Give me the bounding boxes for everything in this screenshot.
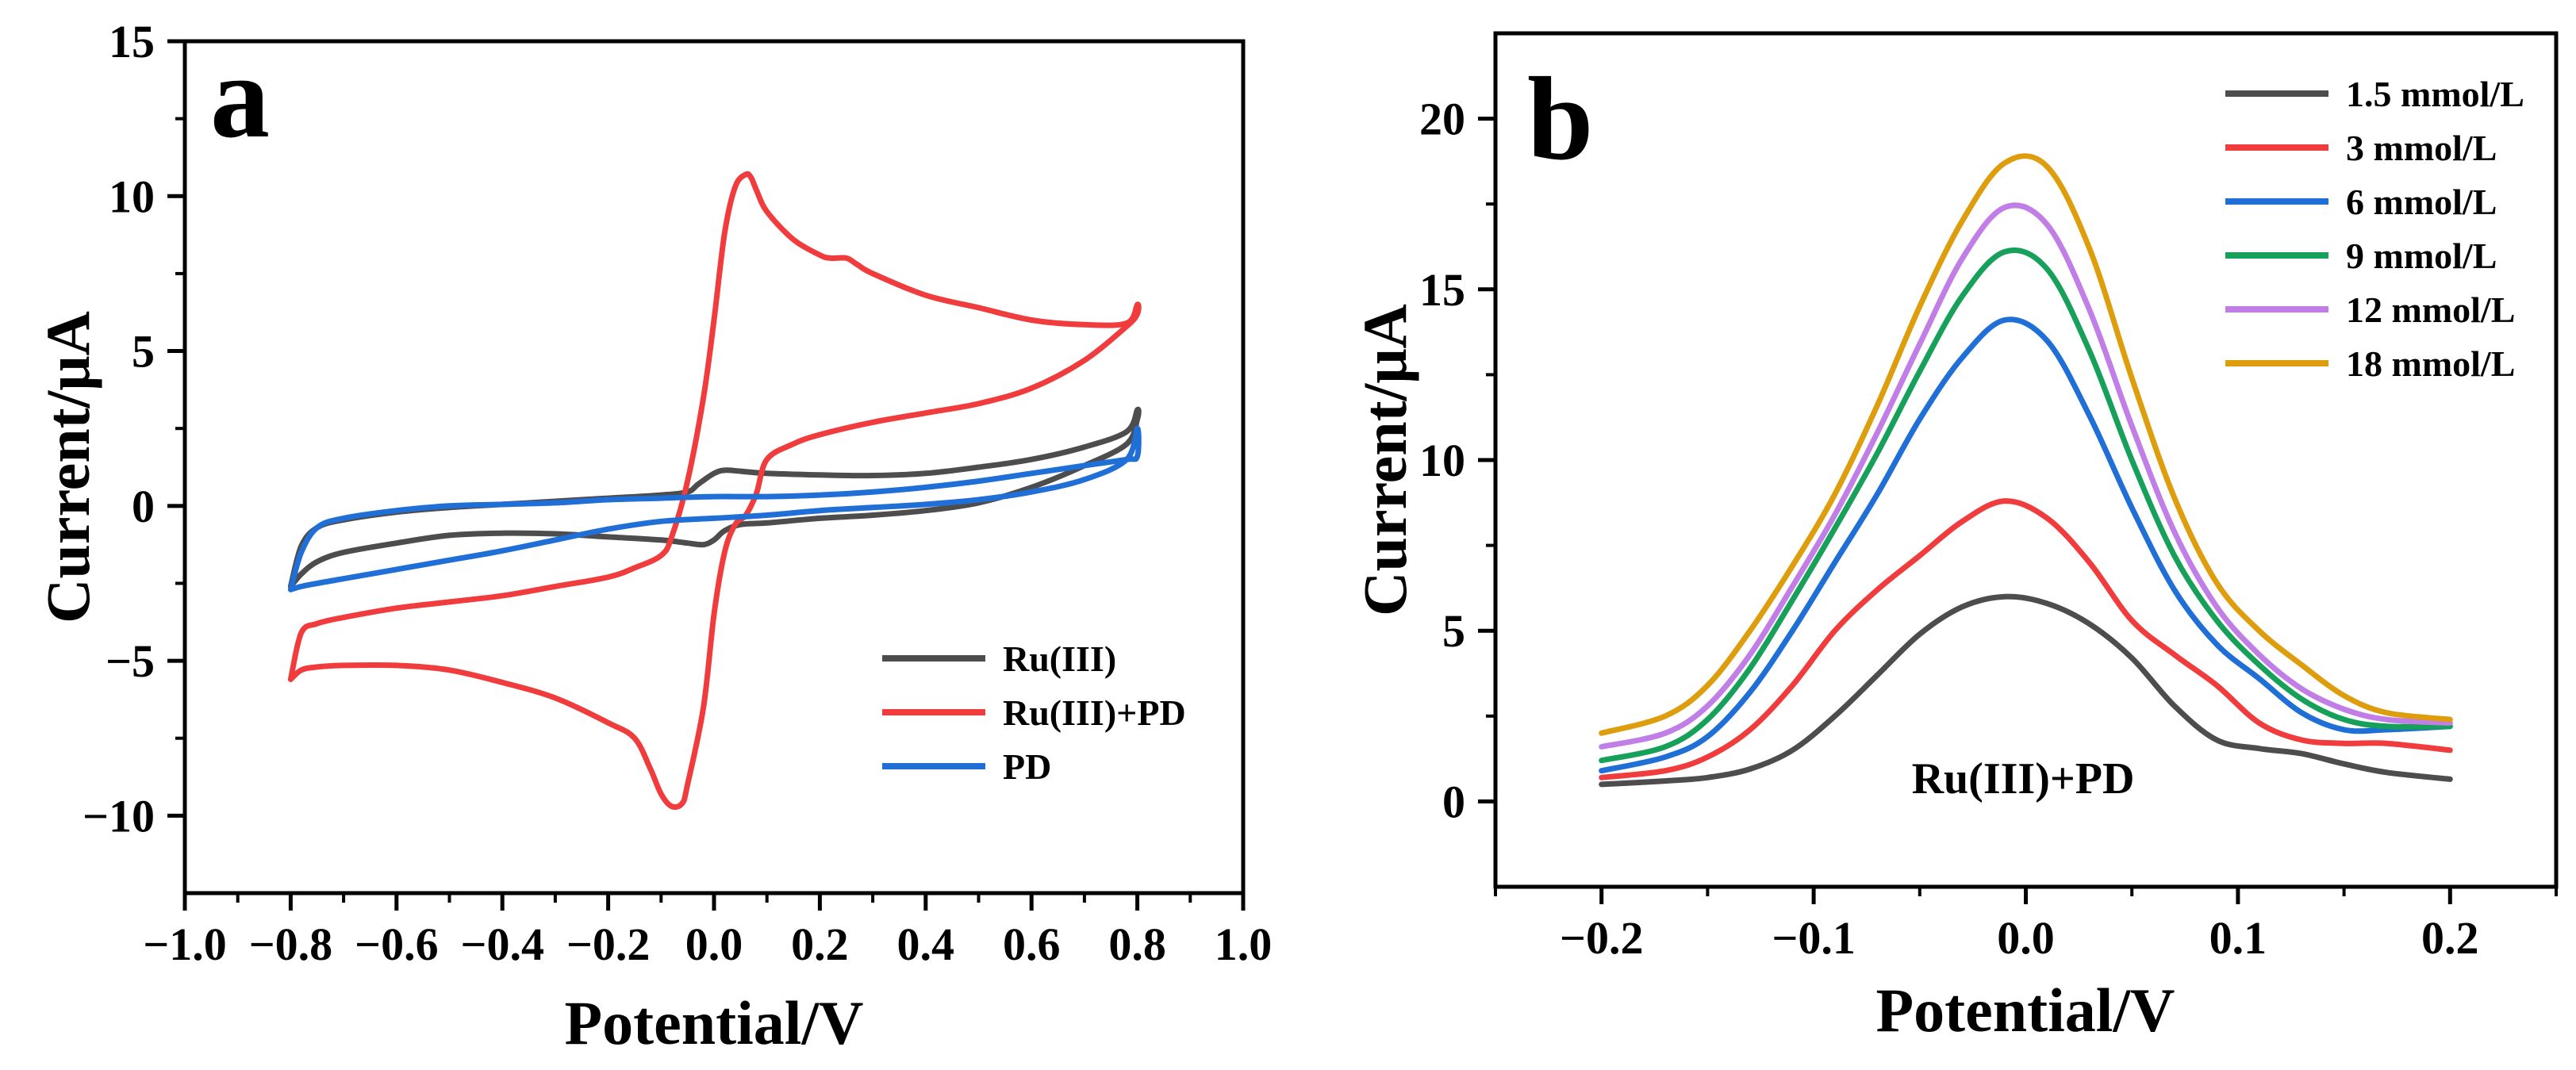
x-tick-label: 0.0 <box>685 919 743 970</box>
x-tick-label: 0.2 <box>2421 912 2479 964</box>
x-tick-label: −0.4 <box>460 919 544 970</box>
panel-a-x-axis-label: Potential/V <box>565 988 864 1057</box>
legend-label: Ru(III) <box>1003 639 1116 679</box>
panel-a-y-axis-label: Current/μA <box>33 311 102 623</box>
panel-a-y-ticks: −10 −5 0 5 10 15 <box>83 16 185 842</box>
legend-label: PD <box>1003 746 1051 787</box>
y-tick-label: 10 <box>109 171 155 222</box>
x-tick-label: −0.2 <box>1560 912 1644 964</box>
y-tick-label: 20 <box>1419 94 1465 145</box>
y-tick-label: 5 <box>1442 605 1465 657</box>
legend-label: 18 mmol/L <box>2346 343 2515 384</box>
panel-a-legend: Ru(III) Ru(III)+PD PD <box>882 639 1186 787</box>
x-tick-label: −0.8 <box>249 919 333 970</box>
x-tick-label: 0.4 <box>897 919 955 970</box>
series-line-b-1 <box>1599 498 2453 780</box>
y-tick-label: 0 <box>132 481 155 532</box>
y-tick-label: 5 <box>132 326 155 378</box>
x-tick-label: 1.0 <box>1215 919 1273 970</box>
panel-a-chart: −1.0 −0.8 −0.6 −0.4 −0.2 0.0 0.2 0.4 0.6 0.8 1.0 −… <box>33 16 1272 1057</box>
y-tick-label: 10 <box>1419 435 1465 486</box>
y-tick-label: 15 <box>109 16 155 67</box>
y-tick-label: −10 <box>83 790 155 842</box>
panel-b-annotation: Ru(III)+PD <box>1912 754 2135 803</box>
panel-b-legend: 1.5 mmol/L 3 mmol/L 6 mmol/L 9 mmol/L 12 mmo… <box>2225 74 2524 384</box>
y-tick-label: 0 <box>1442 776 1465 827</box>
legend-label: 12 mmol/L <box>2346 290 2515 330</box>
x-tick-label: 0.1 <box>2209 912 2267 964</box>
x-tick-label: 0.8 <box>1108 919 1166 970</box>
panel-b-letter: b <box>1527 53 1593 185</box>
x-tick-label: 0.0 <box>1997 912 2055 964</box>
legend-label: 1.5 mmol/L <box>2346 74 2524 114</box>
y-tick-label: 15 <box>1419 264 1465 316</box>
series-line-a-1 <box>287 171 1142 810</box>
x-tick-label: 0.2 <box>791 919 849 970</box>
panel-b-chart: −0.2 −0.1 0.0 0.1 0.2 0 5 10 15 20 b Potential/V… <box>1350 31 2559 1045</box>
panel-a-plot-lines <box>287 171 1142 810</box>
series-line-b-4 <box>1599 202 2453 750</box>
x-tick-label: −0.1 <box>1772 912 1856 964</box>
panel-b-x-ticks: −0.2 −0.1 0.0 0.1 0.2 <box>1494 887 2558 964</box>
series-line-b-5 <box>1599 153 2453 736</box>
panel-b-x-axis-label: Potential/V <box>1876 976 2175 1045</box>
series-line-b-3 <box>1599 247 2453 764</box>
series-line-a-2 <box>287 425 1142 593</box>
x-tick-label: −0.2 <box>566 919 651 970</box>
panel-a-letter: a <box>210 31 270 163</box>
legend-label: 3 mmol/L <box>2346 128 2497 168</box>
x-tick-label: −1.0 <box>143 919 227 970</box>
series-line-b-0 <box>1599 593 2453 788</box>
legend-label: Ru(III)+PD <box>1003 692 1186 733</box>
x-tick-label: −0.6 <box>355 919 439 970</box>
series-line-b-2 <box>1599 316 2453 774</box>
panel-b-y-ticks: 0 5 10 15 20 <box>1419 94 1495 827</box>
legend-label: 9 mmol/L <box>2346 236 2497 276</box>
panel-a-x-ticks: −1.0 −0.8 −0.6 −0.4 −0.2 0.0 0.2 0.4 0.6 0.8 1.0 <box>143 893 1272 970</box>
y-tick-label: −5 <box>106 635 155 687</box>
panel-b-y-axis-label: Current/μA <box>1350 304 1419 616</box>
x-tick-label: 0.6 <box>1003 919 1061 970</box>
panel-b-plot-lines <box>1599 153 2453 788</box>
legend-label: 6 mmol/L <box>2346 182 2497 222</box>
